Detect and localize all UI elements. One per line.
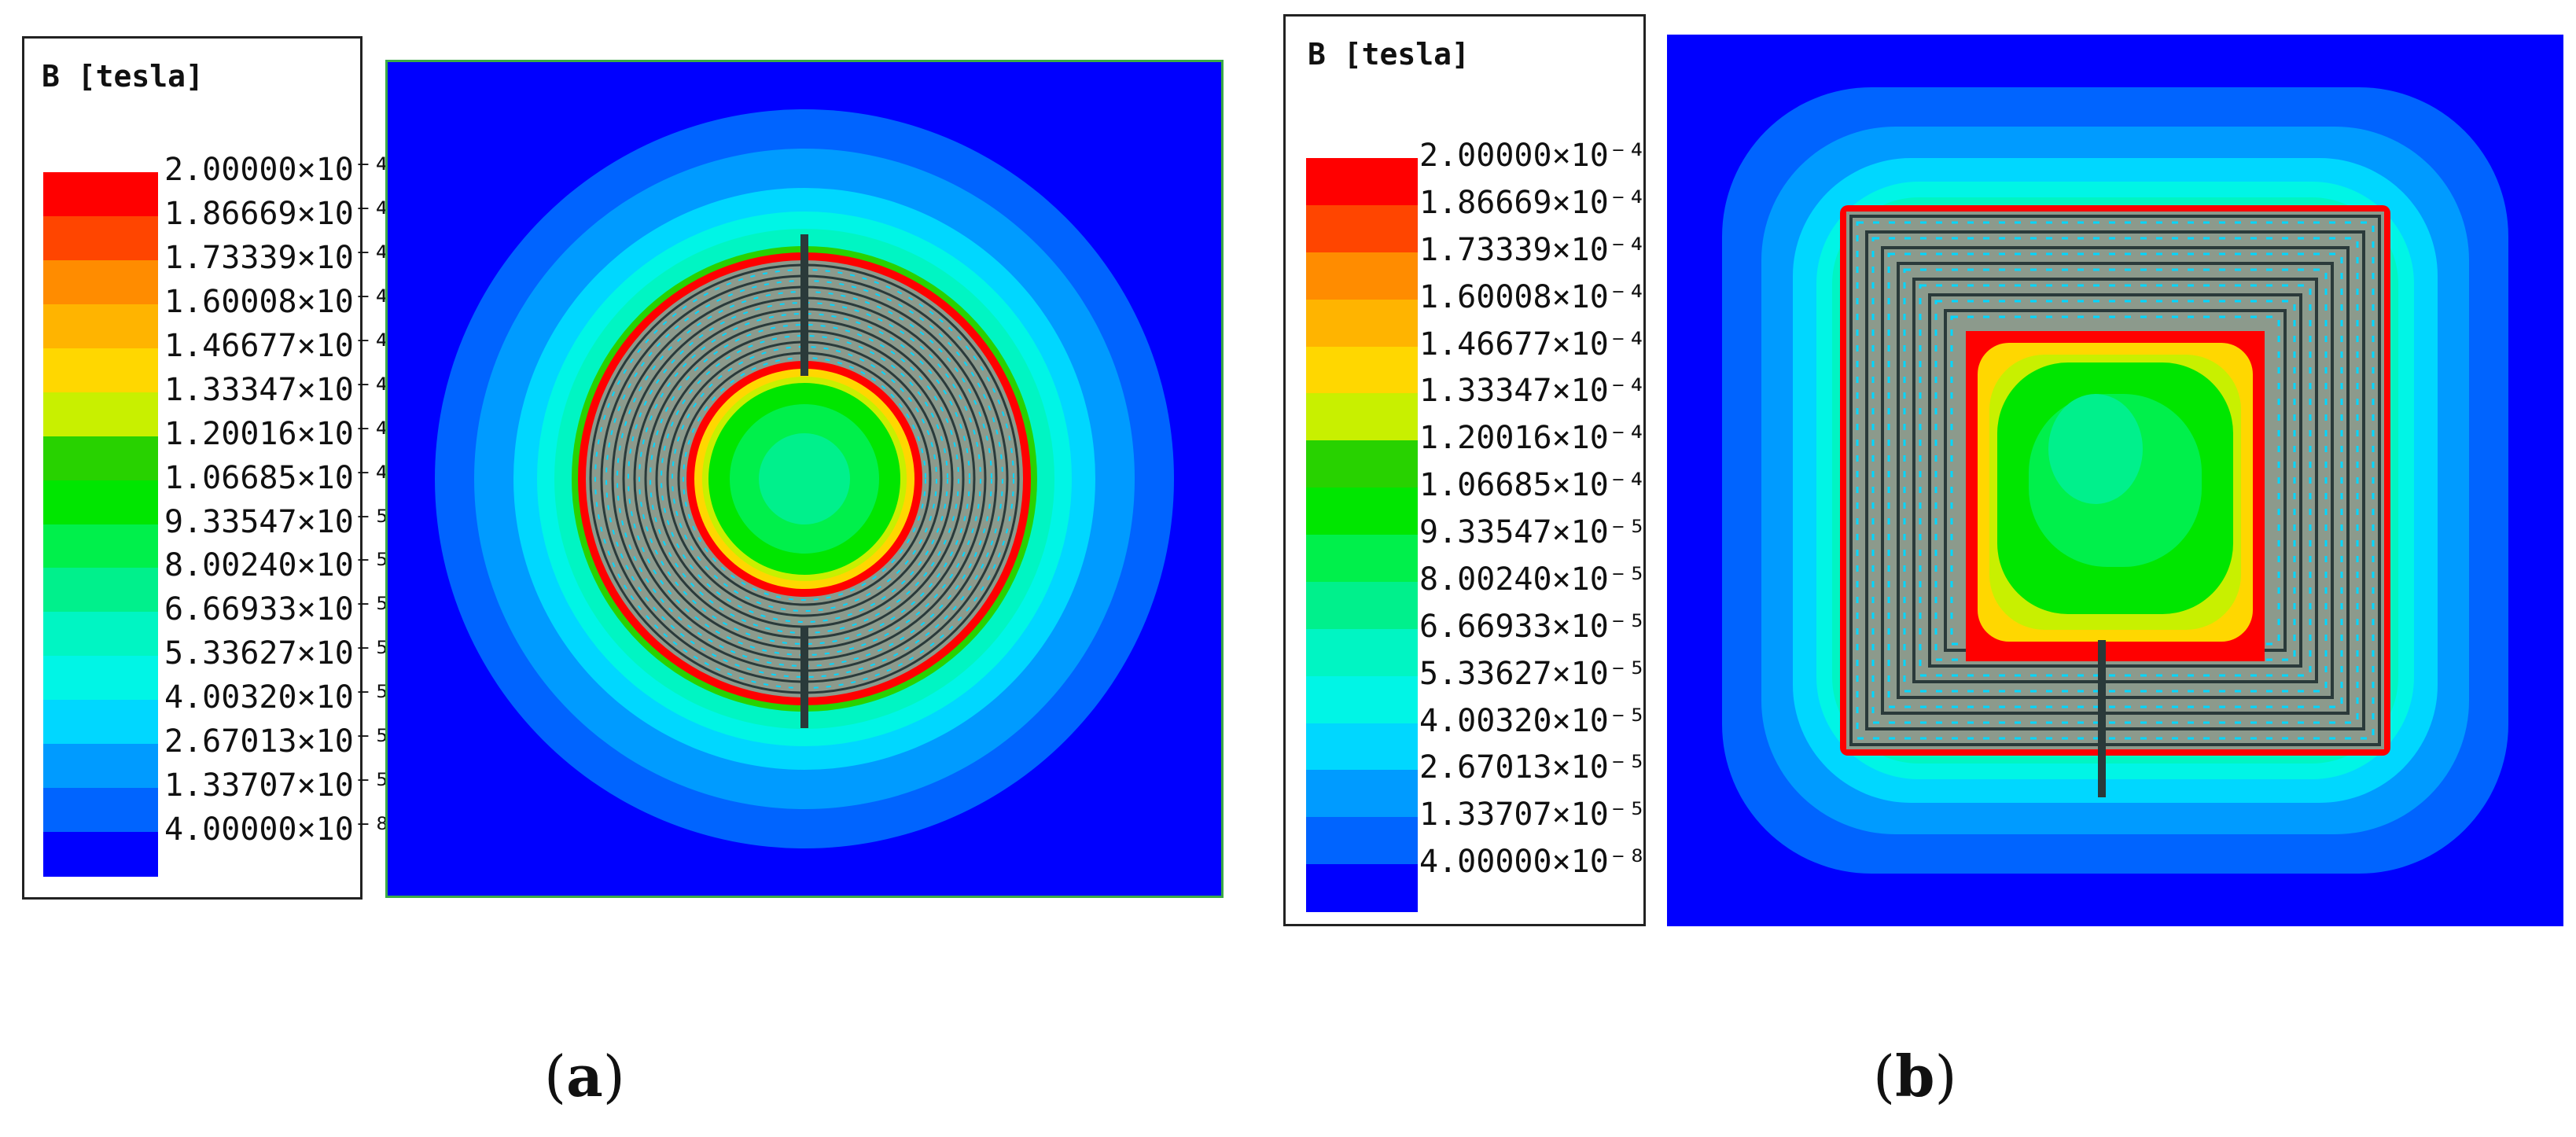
coil-turn-noise <box>1919 284 2312 677</box>
legend-title: B [tesla] <box>42 59 204 94</box>
legend-swatch <box>1306 393 1418 442</box>
coil-turn <box>1865 230 2365 730</box>
legend-swatch <box>1306 535 1418 583</box>
legend-label: 1.33707×10⁻⁵ <box>1419 797 1647 833</box>
legend-label: 1.60008×10⁻⁴ <box>1419 278 1647 315</box>
legend-label: 1.20016×10⁻⁴ <box>164 415 392 452</box>
legend-swatch <box>43 172 158 217</box>
coil-lead <box>800 234 808 376</box>
field-contour <box>2048 394 2143 504</box>
legend-swatch <box>1306 864 1418 912</box>
legend-label: 4.00000×10⁻⁸ <box>1419 844 1647 881</box>
legend-label: 2.00000×10⁻⁴ <box>1419 138 1647 174</box>
legend-swatch <box>43 348 158 393</box>
legend-swatch <box>43 392 158 437</box>
legend-swatch <box>1306 204 1418 253</box>
field-contour <box>759 433 850 524</box>
legend-label: 1.60008×10⁻⁴ <box>164 283 392 320</box>
legend-label: 1.46677×10⁻⁴ <box>164 327 392 364</box>
legend-swatch <box>43 215 158 261</box>
legend-swatch <box>43 259 158 305</box>
coil-turn-noise <box>1856 221 2375 740</box>
legend-swatch <box>43 788 158 833</box>
coil-turn <box>1897 262 2334 699</box>
caption-a: (a) <box>544 1043 625 1109</box>
legend-label: 1.86669×10⁻⁴ <box>1419 184 1647 221</box>
coil-turn-noise <box>1887 252 2343 708</box>
coil-turn-noise <box>627 302 981 656</box>
coil-turn <box>1881 246 2350 715</box>
legend-label: 1.86669×10⁻⁴ <box>164 195 392 232</box>
legend-label: 4.00000×10⁻⁸ <box>164 811 392 848</box>
legend-label: 8.00240×10⁻⁵ <box>164 547 392 584</box>
legend-swatch <box>1306 581 1418 630</box>
legend-swatch <box>43 656 158 701</box>
coil-turn <box>1912 278 2318 683</box>
legend-swatch <box>1306 299 1418 348</box>
legend-swatch <box>43 436 158 481</box>
legend-label: 5.33627×10⁻⁵ <box>164 635 392 672</box>
coil-turn-noise <box>661 335 948 623</box>
legend-label: 8.00240×10⁻⁵ <box>1419 561 1647 598</box>
legend-swatch <box>1306 628 1418 677</box>
legend-label: 4.00320×10⁻⁵ <box>164 679 392 716</box>
legend-swatch <box>43 568 158 613</box>
coil-turn <box>1928 293 2302 668</box>
legend-swatch <box>1306 770 1418 819</box>
legend-label: 1.33347×10⁻⁴ <box>164 371 392 408</box>
legend-label: 6.66933×10⁻⁵ <box>1419 608 1647 645</box>
legend-title: B [tesla] <box>1308 37 1470 72</box>
coil-lead <box>800 626 808 728</box>
coil-turn <box>1849 215 2381 746</box>
legend-swatch <box>1306 346 1418 395</box>
legend-a: B [tesla] 2.00000×10⁻⁴ 1.86669×10⁻⁴ 1.7333… <box>22 36 392 900</box>
caption-letter: a <box>566 1043 603 1109</box>
legend-b: B [tesla] 2.00000×10⁻⁴ 1.86669×10⁻⁴ 1.7333… <box>1283 14 1647 926</box>
legend-label: 2.67013×10⁻⁵ <box>1419 749 1647 786</box>
legend-color-bar <box>1306 158 1418 912</box>
legend-label: 1.20016×10⁻⁴ <box>1419 420 1647 457</box>
coil-turn-noise <box>672 346 937 612</box>
legend-label: 1.73339×10⁻⁴ <box>1419 231 1647 268</box>
legend-label: 1.46677×10⁻⁴ <box>1419 326 1647 362</box>
legend-label: 5.33627×10⁻⁵ <box>1419 655 1647 692</box>
legend-label: 1.73339×10⁻⁴ <box>164 239 392 276</box>
legend-swatch <box>1306 252 1418 300</box>
field-plot-circular-coil <box>385 60 1224 898</box>
legend-color-bar <box>43 172 158 877</box>
legend-swatch <box>1306 158 1418 206</box>
caption-letter: b <box>1895 1043 1935 1109</box>
legend-swatch <box>1306 817 1418 866</box>
legend-swatch <box>43 524 158 569</box>
legend-swatch <box>1306 440 1418 489</box>
legend-swatch <box>1306 675 1418 724</box>
legend-swatch <box>43 480 158 525</box>
legend-label: 2.67013×10⁻⁵ <box>164 723 392 760</box>
coil-turn-noise <box>1871 237 2359 724</box>
legend-label: 9.33547×10⁻⁵ <box>1419 514 1647 550</box>
coil-turn-noise <box>638 313 970 645</box>
legend-swatch <box>43 832 158 877</box>
legend-swatch <box>1306 723 1418 771</box>
legend-swatch <box>1306 488 1418 535</box>
legend-label: 9.33547×10⁻⁵ <box>164 503 392 540</box>
legend-label: 1.06685×10⁻⁴ <box>1419 467 1647 504</box>
legend-swatch <box>43 304 158 349</box>
coil-turn-noise <box>1903 268 2328 693</box>
legend-label: 4.00320×10⁻⁵ <box>1419 702 1647 739</box>
legend-label: 1.06685×10⁻⁴ <box>164 459 392 496</box>
legend-swatch <box>43 700 158 745</box>
legend-label: 1.33707×10⁻⁵ <box>164 767 392 804</box>
legend-swatch <box>43 612 158 657</box>
caption-b: (b) <box>1873 1043 1957 1109</box>
legend-label: 6.66933×10⁻⁵ <box>164 591 392 628</box>
coil-lead <box>2098 640 2106 797</box>
field-plot-square-coil <box>1667 35 2563 926</box>
legend-label: 2.00000×10⁻⁴ <box>164 152 392 188</box>
legend-label: 1.33347×10⁻⁴ <box>1419 373 1647 410</box>
legend-swatch <box>43 744 158 789</box>
